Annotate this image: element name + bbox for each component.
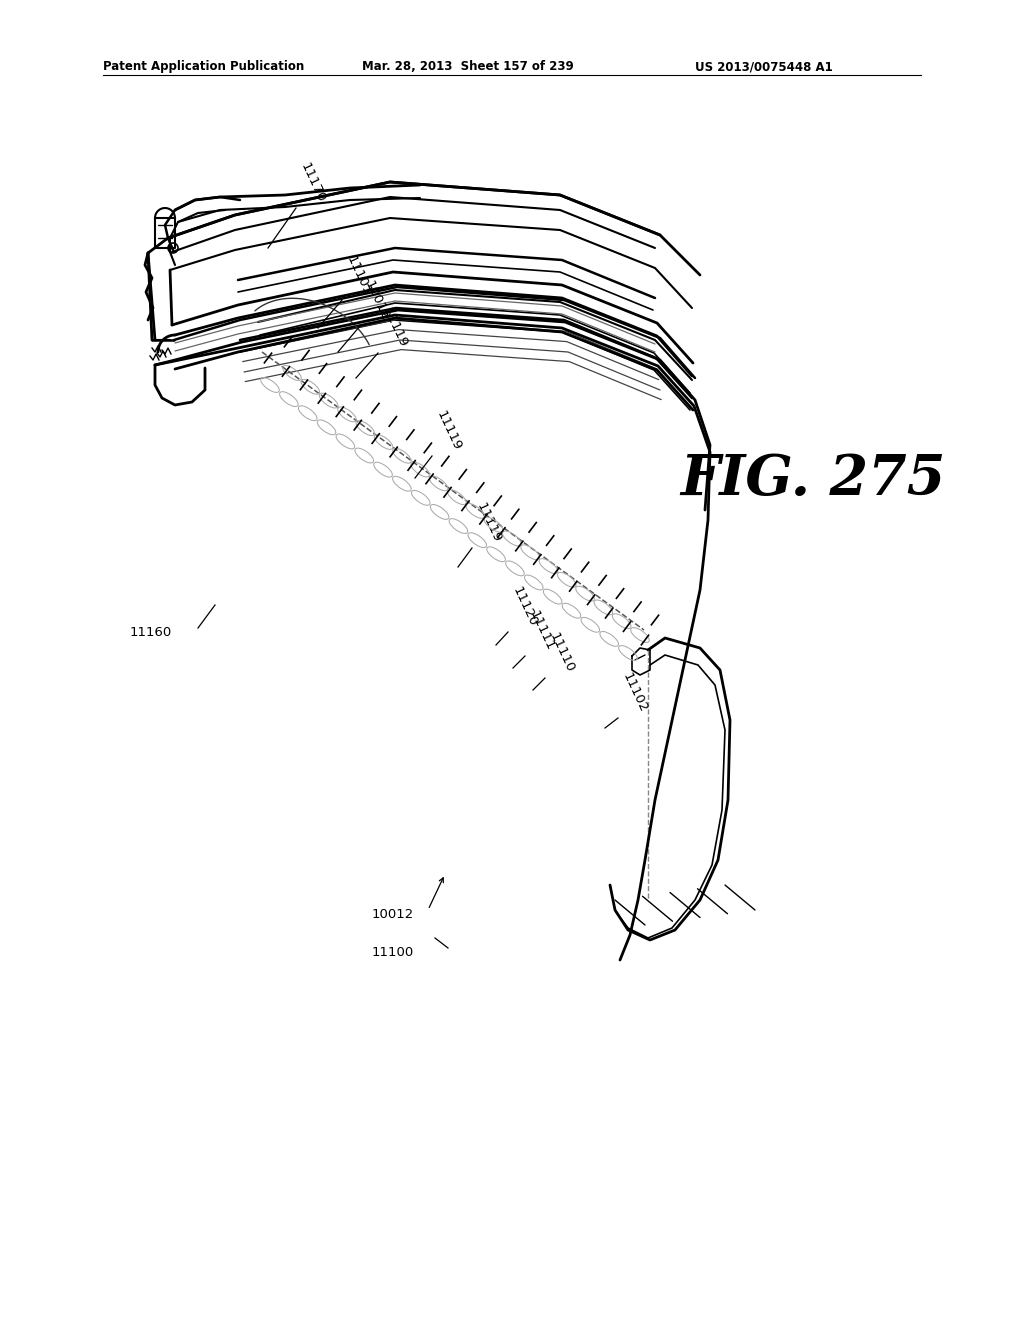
Text: Patent Application Publication: Patent Application Publication bbox=[103, 59, 304, 73]
Text: 10012: 10012 bbox=[362, 280, 391, 323]
Text: 11120: 11120 bbox=[510, 585, 540, 630]
Text: 11101: 11101 bbox=[344, 255, 374, 298]
Text: 11119: 11119 bbox=[474, 502, 504, 545]
Text: 11102: 11102 bbox=[620, 671, 649, 715]
Text: Mar. 28, 2013  Sheet 157 of 239: Mar. 28, 2013 Sheet 157 of 239 bbox=[362, 59, 573, 73]
Text: 11111: 11111 bbox=[527, 609, 557, 653]
Text: 11119: 11119 bbox=[380, 306, 410, 350]
Text: 11119: 11119 bbox=[434, 409, 464, 453]
Text: FIG. 275: FIG. 275 bbox=[680, 453, 945, 507]
Text: 10012: 10012 bbox=[372, 908, 415, 920]
Text: 11160: 11160 bbox=[130, 626, 172, 639]
Text: US 2013/0075448 A1: US 2013/0075448 A1 bbox=[695, 59, 833, 73]
Text: 11110: 11110 bbox=[547, 631, 577, 675]
Text: 11170: 11170 bbox=[298, 161, 328, 205]
Text: 11100: 11100 bbox=[372, 945, 415, 958]
